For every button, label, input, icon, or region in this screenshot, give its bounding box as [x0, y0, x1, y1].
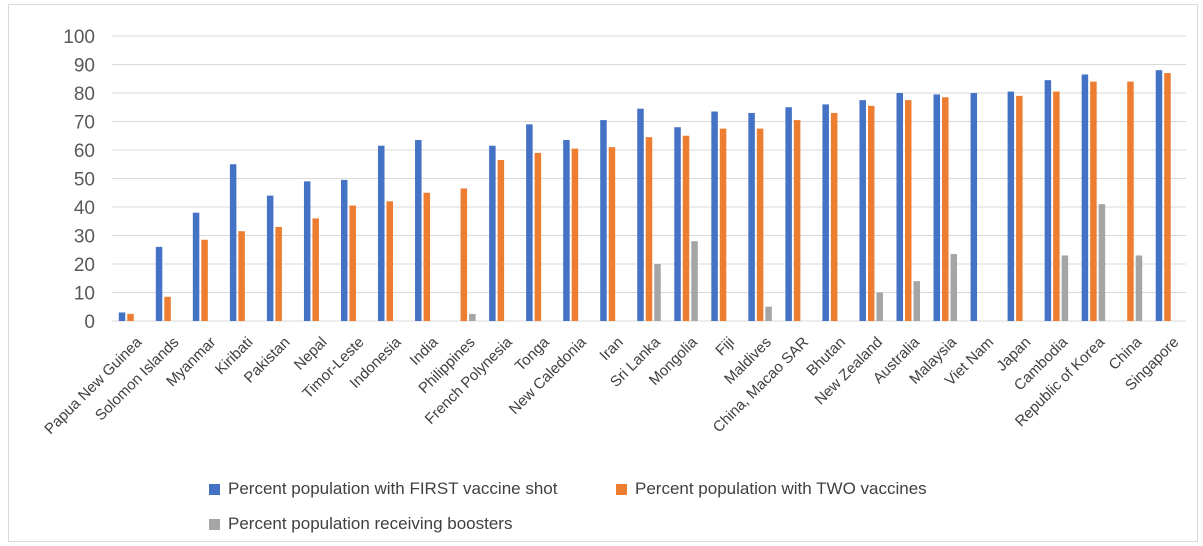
bar	[793, 120, 801, 321]
bar	[765, 306, 772, 321]
bar	[349, 205, 356, 321]
y-tick-label: 20	[74, 255, 95, 276]
legend-item-boosters: Percent population receiving boosters	[209, 514, 512, 534]
bar	[748, 112, 755, 321]
bar-chart: 0 10 20 30 40 50 60 70 80 90 100 Papua New GuineaS…	[41, 27, 1186, 438]
legend-item-first-shot: Percent population with FIRST vaccine sh…	[209, 479, 557, 499]
bar	[913, 281, 920, 321]
bar	[378, 145, 385, 321]
bar	[386, 201, 394, 321]
y-axis-ticks: 0 10 20 30 40 50 60 70 80 90 100	[63, 27, 95, 333]
bar	[571, 148, 579, 321]
y-tick-label: 70	[74, 113, 95, 134]
bar	[526, 124, 533, 321]
bar	[756, 128, 764, 321]
bar	[155, 246, 163, 321]
legend-label-two-vaccines: Percent population with TWO vaccines	[635, 479, 927, 498]
bar	[460, 188, 468, 321]
legend-label-boosters: Percent population receiving boosters	[228, 514, 513, 533]
bar	[312, 218, 319, 321]
bar	[192, 212, 200, 321]
bar	[563, 140, 570, 321]
bar	[201, 239, 208, 321]
bar	[674, 127, 681, 321]
bar	[469, 313, 476, 321]
legend-swatch-two-vaccines	[616, 483, 627, 495]
bar	[719, 128, 727, 321]
bar	[229, 164, 237, 321]
bar	[266, 195, 274, 321]
bar	[691, 241, 698, 321]
bar	[423, 192, 431, 321]
bar	[534, 152, 542, 321]
bar	[118, 312, 126, 321]
bar	[1164, 73, 1171, 321]
bar	[1098, 204, 1106, 321]
bar	[637, 108, 644, 321]
bar	[608, 147, 616, 321]
bar	[497, 159, 505, 321]
y-tick-label: 100	[63, 27, 95, 48]
bar	[489, 145, 496, 321]
bar	[1061, 255, 1069, 321]
bar	[876, 292, 883, 321]
chart-frame: 0 10 20 30 40 50 60 70 80 90 100 Papua New Guinea S…	[8, 4, 1198, 542]
legend-item-two-vaccines: Percent population with TWO vaccines	[616, 479, 927, 499]
x-tick-label: Iran	[596, 334, 626, 364]
bar	[1016, 95, 1023, 321]
bar	[1155, 70, 1163, 321]
bar	[340, 179, 348, 321]
bars	[118, 70, 1171, 322]
bar	[785, 107, 792, 321]
bar	[1053, 91, 1060, 321]
bar	[600, 120, 607, 321]
bar	[1090, 81, 1097, 321]
bar	[164, 296, 171, 321]
bar	[867, 105, 875, 321]
bar	[238, 231, 245, 321]
bar	[859, 100, 866, 321]
bar	[950, 254, 958, 321]
y-tick-label: 40	[74, 198, 95, 219]
legend-swatch-first-shot	[209, 483, 220, 495]
bar	[1135, 255, 1143, 321]
bar	[127, 313, 134, 321]
bar	[645, 137, 653, 321]
y-tick-label: 60	[74, 141, 95, 162]
y-tick-label: 30	[74, 227, 95, 248]
bar	[415, 140, 422, 321]
bar	[1081, 74, 1089, 321]
bar	[942, 97, 949, 322]
bar	[1044, 80, 1052, 321]
y-tick-label: 50	[74, 170, 95, 191]
bar	[711, 111, 718, 322]
bar	[275, 226, 282, 321]
bar	[654, 264, 661, 321]
bar	[896, 93, 903, 321]
bar	[1007, 91, 1015, 321]
bar	[822, 104, 829, 322]
bar	[933, 94, 941, 321]
y-tick-label: 10	[74, 284, 95, 305]
legend-label-first-shot: Percent population with FIRST vaccine sh…	[228, 479, 558, 498]
legend-swatch-boosters	[209, 518, 220, 530]
bar	[970, 93, 978, 321]
y-tick-label: 0	[84, 312, 95, 333]
bar	[682, 135, 690, 321]
bar	[830, 112, 838, 321]
bar	[904, 100, 912, 321]
x-tick-label: Fiji	[712, 334, 738, 360]
y-tick-label: 90	[74, 56, 95, 77]
y-tick-label: 80	[74, 84, 95, 105]
bar	[303, 181, 311, 321]
bar	[1127, 81, 1134, 321]
